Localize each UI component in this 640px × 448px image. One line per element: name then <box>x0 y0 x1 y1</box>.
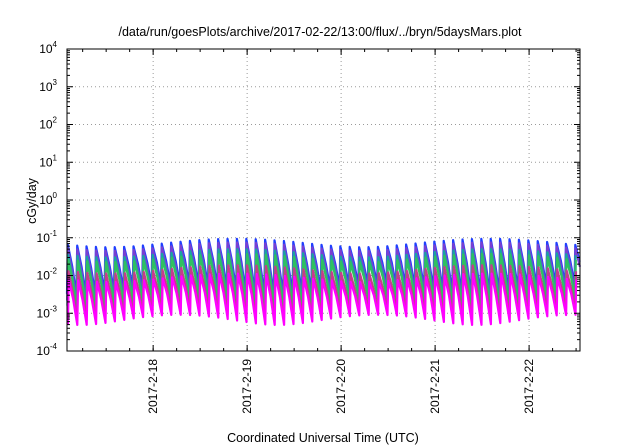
x-axis-label: Coordinated Universal Time (UTC) <box>227 431 419 445</box>
x-tick-label: 2017-2-20 <box>334 359 348 414</box>
chart-title: /data/run/goesPlots/archive/2017-02-22/1… <box>118 25 522 39</box>
x-tick-label: 2017-2-19 <box>240 359 254 414</box>
x-tick-label: 2017-2-22 <box>522 359 536 414</box>
series-line <box>66 272 578 326</box>
y-tick-label: 10-1 <box>37 229 58 245</box>
y-tick-label: 100 <box>39 191 57 207</box>
y-tick-label: 101 <box>39 153 57 169</box>
x-tick-label: 2017-2-21 <box>428 359 442 414</box>
y-tick-label: 10-3 <box>37 304 58 320</box>
y-axis-label: cGy/day <box>25 177 39 224</box>
y-tick-label: 10-2 <box>37 267 58 283</box>
y-tick-label: 10-4 <box>37 342 58 358</box>
data-series <box>65 237 581 326</box>
y-tick-label: 103 <box>39 78 57 94</box>
x-tick-label: 2017-2-18 <box>146 359 160 414</box>
axes: 10-4 10-3 10-2 10-1 100 101 102 103 104 2017-2-18… <box>37 40 580 414</box>
y-tick-label: 102 <box>39 116 57 132</box>
y-tick-label: 104 <box>39 40 57 56</box>
